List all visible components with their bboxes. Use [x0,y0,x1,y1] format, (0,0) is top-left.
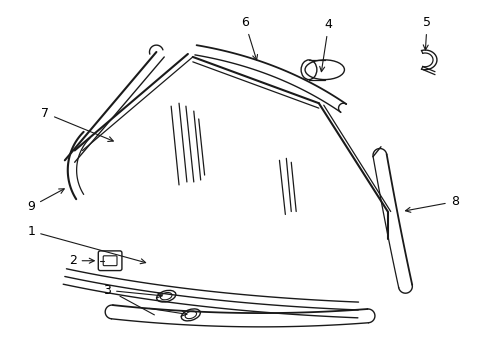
Text: 5: 5 [422,16,430,50]
Text: 4: 4 [319,18,332,72]
Text: 9: 9 [27,189,64,213]
Text: 6: 6 [241,16,257,60]
Text: 3: 3 [103,284,162,298]
Text: 8: 8 [405,195,458,212]
Text: 2: 2 [69,254,94,267]
Text: 1: 1 [27,225,145,264]
Text: 7: 7 [41,107,113,141]
